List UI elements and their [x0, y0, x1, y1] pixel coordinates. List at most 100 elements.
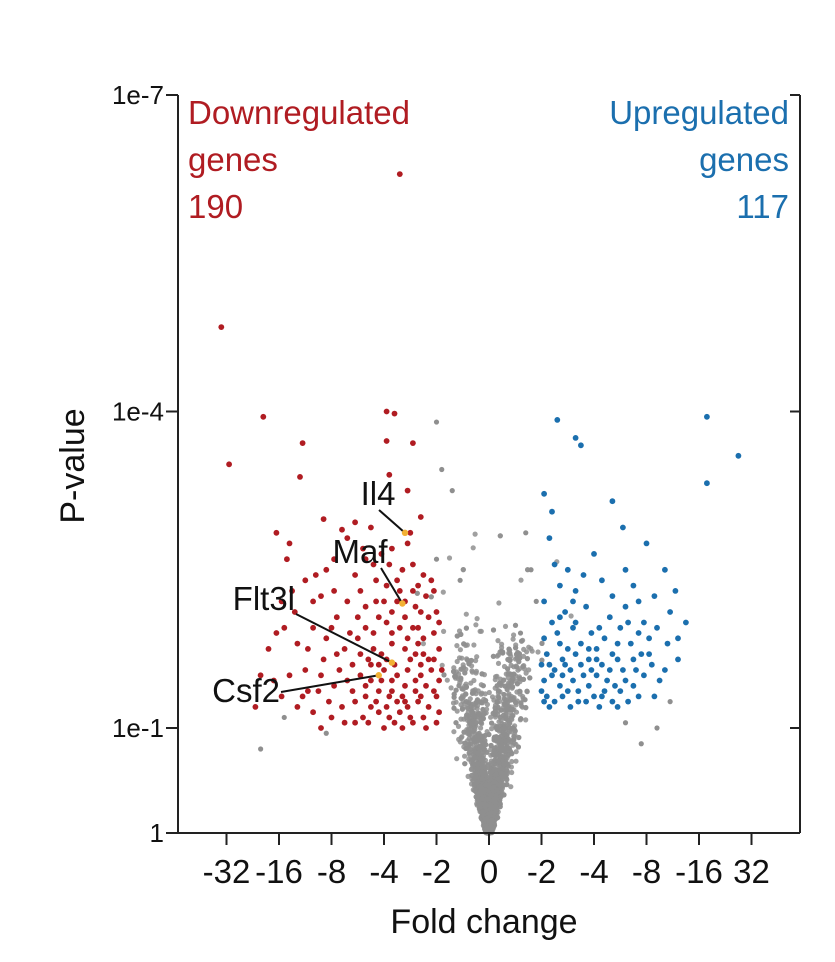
upregulated-genes-point — [570, 677, 576, 684]
upregulated-genes-point — [546, 535, 553, 541]
downregulated-genes-point — [410, 440, 416, 446]
ns-point — [477, 783, 483, 789]
ns-point — [461, 641, 467, 647]
downregulated-genes-point — [357, 651, 364, 657]
upregulated-genes-point — [601, 635, 608, 642]
upregulated-genes-point — [593, 672, 600, 679]
upregulated-genes-point — [549, 619, 555, 626]
ns-point — [513, 645, 519, 651]
downregulated-genes-point — [428, 577, 435, 584]
ns-point — [483, 782, 489, 788]
downregulated-genes-point — [389, 640, 395, 647]
ns-point — [474, 616, 480, 622]
ns-point — [463, 611, 469, 617]
ns-point — [510, 636, 516, 642]
ns-point — [495, 660, 502, 667]
upregulated-genes-point — [593, 656, 600, 663]
downregulated-genes-point — [312, 572, 319, 578]
downregulated-genes-point — [365, 656, 372, 663]
ns-point — [496, 694, 502, 701]
downregulated-genes-point — [404, 635, 411, 642]
ns-point — [492, 705, 498, 711]
downregulated-genes-point — [428, 667, 435, 673]
upregulated-genes-point — [567, 704, 574, 710]
downregulated-genes-point — [331, 682, 337, 689]
x-tick-label: -4 — [369, 853, 398, 890]
downregulated-genes-point — [362, 624, 369, 631]
ns-point — [509, 751, 515, 757]
downregulated-genes-point — [399, 566, 406, 573]
ns-point — [501, 677, 507, 683]
ns-point — [491, 810, 497, 816]
downregulated-title-line1: Downregulated — [188, 94, 410, 131]
upregulated-genes-point — [614, 704, 621, 710]
ns-point — [471, 775, 477, 781]
ns-point — [502, 701, 508, 707]
downregulated-genes-point — [396, 709, 403, 716]
upregulated-genes-point — [541, 698, 547, 705]
ns-point — [539, 640, 545, 647]
upregulated-title-line2: genes — [699, 141, 789, 178]
downregulated-genes-point — [265, 646, 272, 652]
ns-point — [524, 649, 530, 655]
ns-point — [469, 690, 476, 696]
upregulated-genes-point — [646, 635, 652, 642]
upregulated-genes-point — [646, 651, 652, 657]
ns-point — [509, 684, 516, 690]
upregulated-genes-point — [635, 630, 642, 636]
ns-point — [492, 734, 498, 740]
ns-point — [450, 700, 457, 706]
upregulated-genes-point — [538, 688, 545, 694]
upregulated-genes-point — [562, 609, 568, 615]
ns-point — [506, 724, 512, 731]
x-tick-label: -8 — [632, 853, 661, 890]
upregulated-genes-point — [567, 667, 574, 673]
ns-point — [452, 673, 458, 679]
downregulated-genes-point — [305, 646, 311, 652]
ns-point — [473, 622, 479, 628]
ns-point — [477, 628, 483, 634]
ns-point — [476, 733, 482, 739]
highlighted-gene-point — [375, 672, 382, 679]
downregulated-genes-point — [370, 561, 377, 568]
ns-point — [471, 748, 477, 754]
ns-point — [453, 687, 459, 693]
downregulated-genes-point — [407, 714, 414, 721]
ns-point — [514, 655, 520, 661]
ns-point — [466, 730, 472, 736]
downregulated-genes-point — [389, 688, 395, 694]
downregulated-genes-point — [260, 413, 267, 420]
downregulated-genes-point — [284, 556, 290, 563]
downregulated-genes-point — [381, 598, 387, 605]
downregulated-genes-point — [373, 577, 379, 584]
upregulated-genes-point — [580, 672, 587, 679]
gene-leader-line — [380, 567, 404, 605]
ns-point — [488, 714, 494, 720]
ns-point — [465, 657, 471, 663]
ns-point — [507, 650, 513, 657]
ns-point — [535, 649, 541, 655]
downregulated-genes-point — [349, 688, 356, 694]
upregulated-genes-point — [564, 566, 571, 573]
gene-label-flt3l: Flt3l — [233, 580, 295, 617]
downregulated-genes-point — [341, 719, 348, 726]
downregulated-genes-point — [420, 635, 427, 642]
ns-point — [517, 630, 524, 636]
downregulated-genes-point — [368, 661, 374, 668]
y-tick-label: 1e-7 — [112, 80, 164, 110]
downregulated-genes-point — [352, 719, 358, 726]
downregulated-genes-point — [360, 714, 366, 721]
downregulated-genes-point — [404, 487, 411, 494]
downregulated-genes-point — [352, 698, 358, 705]
upregulated-genes-point — [596, 704, 603, 710]
ns-point — [524, 688, 530, 694]
ns-point — [509, 769, 515, 776]
ns-point — [480, 809, 486, 815]
highlighted-gene-point — [401, 529, 409, 537]
ns-point — [433, 556, 440, 562]
downregulated-genes-point — [389, 609, 395, 615]
downregulated-genes-point — [412, 688, 419, 694]
upregulated-genes-point — [585, 682, 592, 689]
ns-point — [463, 684, 469, 690]
ns-point — [420, 641, 426, 647]
